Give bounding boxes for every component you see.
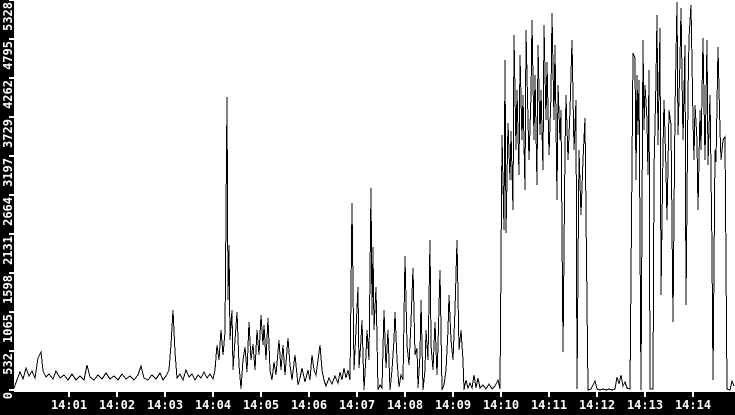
x-tick-label: 14:02 xyxy=(99,398,135,412)
y-tick-label: 0 xyxy=(1,392,15,399)
y-axis-tick xyxy=(9,194,14,196)
y-tick-label: 4795 xyxy=(1,41,15,70)
y-axis-tick xyxy=(9,38,14,41)
x-axis-tick xyxy=(404,392,406,397)
y-axis-tick xyxy=(9,311,14,314)
x-axis-tick xyxy=(548,392,550,397)
x-axis-tick xyxy=(116,392,118,397)
x-axis-tick xyxy=(212,392,214,397)
x-axis-tick xyxy=(596,392,598,397)
x-tick-label: 14:08 xyxy=(387,398,423,412)
y-tick-label: 5328 xyxy=(1,2,15,31)
x-tick-label: 14:01 xyxy=(51,398,87,412)
y-tick-label: 3197 xyxy=(1,158,15,187)
y-axis-tick xyxy=(9,350,14,353)
y-tick-label: 1065 xyxy=(1,314,15,343)
x-tick-label: 14:07 xyxy=(339,398,375,412)
y-tick-label: 2664 xyxy=(1,197,15,226)
x-axis-strip xyxy=(0,392,735,415)
x-axis-tick xyxy=(452,392,454,397)
y-axis-tick xyxy=(9,0,14,1)
y-axis-tick xyxy=(9,77,14,80)
x-tick-label: 14:04 xyxy=(195,398,231,412)
x-axis-tick xyxy=(308,392,310,397)
y-axis-tick xyxy=(9,116,14,119)
y-axis-tick xyxy=(9,389,14,391)
x-tick-label: 14:10 xyxy=(483,398,519,412)
y-axis-tick xyxy=(9,272,14,275)
x-tick-label: 14:12 xyxy=(579,398,615,412)
y-tick-label: 2131 xyxy=(1,236,15,265)
x-axis-tick xyxy=(260,392,262,397)
y-axis-tick xyxy=(9,154,14,157)
data-series-line xyxy=(13,1,735,391)
x-tick-label: 14:06 xyxy=(291,398,327,412)
x-tick-label: 14:13 xyxy=(627,398,663,412)
x-axis-tick xyxy=(164,392,166,397)
y-tick-label: 3729 xyxy=(1,119,15,148)
y-tick-label: 1598 xyxy=(1,275,15,304)
x-axis-tick xyxy=(500,392,502,397)
y-tick-label: 532 xyxy=(1,353,15,375)
x-axis-tick xyxy=(68,392,70,397)
x-axis-tick xyxy=(644,392,646,397)
y-axis-tick xyxy=(9,233,14,236)
x-tick-label: 14:05 xyxy=(243,398,279,412)
x-tick-label: 14:11 xyxy=(531,398,567,412)
y-tick-label: 4262 xyxy=(1,80,15,109)
x-tick-label: 14:09 xyxy=(435,398,471,412)
x-tick-label: 14:14 xyxy=(675,398,711,412)
x-axis-tick xyxy=(692,392,694,397)
x-tick-label: 14:03 xyxy=(147,398,183,412)
x-axis-tick xyxy=(356,392,358,397)
